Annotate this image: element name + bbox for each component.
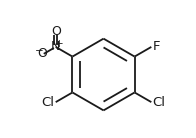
Text: O: O [37, 47, 47, 60]
Text: Cl: Cl [41, 96, 54, 109]
Text: O: O [51, 25, 61, 38]
Text: −: − [35, 46, 44, 56]
Text: +: + [55, 39, 64, 49]
Text: N: N [51, 40, 60, 53]
Text: Cl: Cl [153, 96, 166, 109]
Text: F: F [153, 40, 161, 53]
